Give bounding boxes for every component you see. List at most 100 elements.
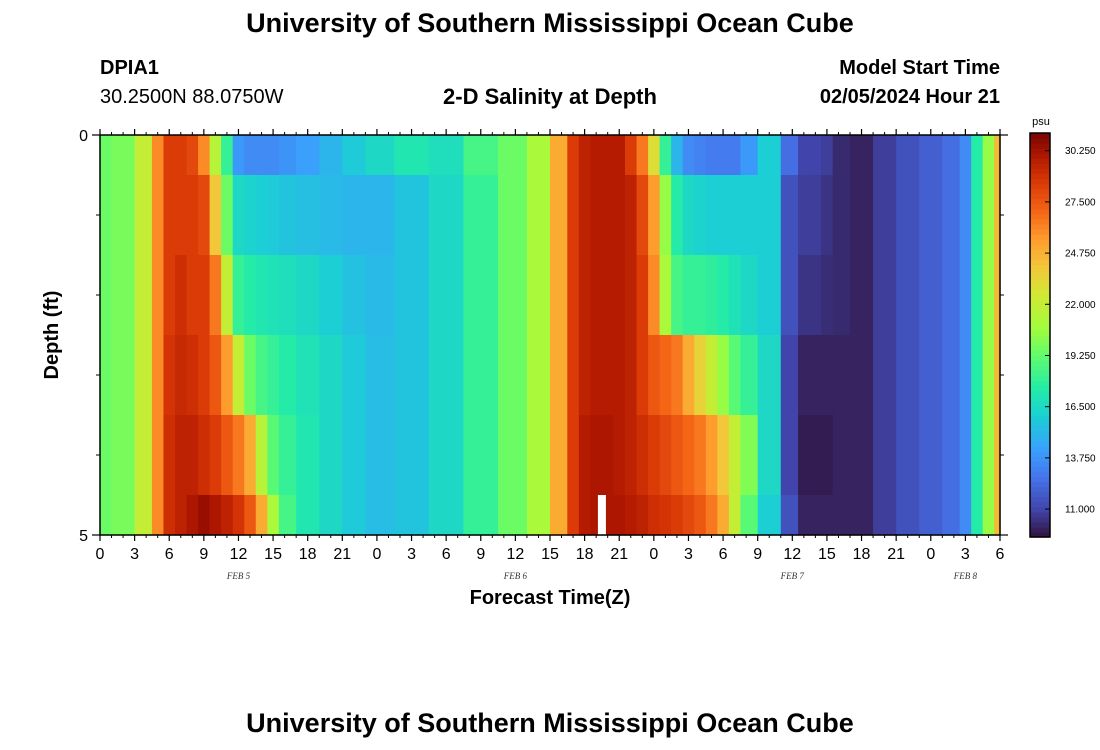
x-tick-label: 21 bbox=[333, 546, 351, 563]
colorbar-segment bbox=[1030, 178, 1050, 185]
heatmap-cell bbox=[151, 255, 165, 336]
heatmap-cell bbox=[821, 335, 834, 416]
heatmap-cell bbox=[971, 335, 984, 416]
heatmap-cell bbox=[567, 335, 580, 416]
heatmap-cell bbox=[151, 335, 165, 416]
data-gap-marker bbox=[597, 495, 606, 535]
heatmap-cell bbox=[694, 255, 707, 336]
colorbar-segment bbox=[1030, 410, 1050, 417]
heatmap-cell bbox=[111, 335, 136, 416]
x-tick-label: 12 bbox=[230, 546, 248, 563]
heatmap-cell bbox=[267, 255, 280, 336]
colorbar-segment bbox=[1030, 360, 1050, 366]
heatmap-cell bbox=[601, 175, 615, 256]
heatmap-cell bbox=[780, 415, 799, 496]
heatmap-cell bbox=[625, 135, 638, 176]
heatmap-cell bbox=[151, 175, 165, 256]
heatmap-cell bbox=[100, 335, 113, 416]
heatmap-cell bbox=[526, 335, 551, 416]
heatmap-cell bbox=[959, 335, 972, 416]
heatmap-cell bbox=[221, 135, 234, 176]
heatmap-cell bbox=[671, 175, 684, 256]
heatmap-cell bbox=[636, 175, 649, 256]
heatmap-cell bbox=[821, 495, 834, 536]
heatmap-cell bbox=[550, 415, 568, 496]
colorbar-segment bbox=[1030, 274, 1050, 281]
colorbar-segment bbox=[1030, 158, 1050, 164]
heatmap-cell bbox=[740, 495, 759, 536]
heatmap-cell bbox=[342, 175, 366, 256]
heatmap-cell bbox=[175, 135, 188, 176]
heatmap-cell bbox=[198, 495, 211, 536]
heatmap-cell bbox=[694, 415, 707, 496]
heatmap-cell bbox=[659, 175, 672, 256]
heatmap-cell bbox=[255, 255, 268, 336]
x-tick-label: 21 bbox=[610, 546, 628, 563]
heatmap-cell bbox=[221, 335, 234, 416]
heatmap-cell bbox=[832, 335, 851, 416]
x-tick-label: 18 bbox=[853, 546, 871, 563]
heatmap-cell bbox=[942, 135, 961, 176]
heatmap-cell bbox=[244, 135, 257, 176]
colorbar-segment bbox=[1030, 521, 1050, 528]
heatmap-cell bbox=[578, 175, 591, 256]
x-tick-label: 12 bbox=[783, 546, 801, 563]
heatmap-cell bbox=[780, 335, 799, 416]
heatmap-cell bbox=[780, 255, 799, 336]
heatmap-cell bbox=[798, 135, 811, 176]
heatmap-cell bbox=[255, 415, 268, 496]
colorbar-segment bbox=[1030, 254, 1050, 260]
colorbar-segment bbox=[1030, 279, 1050, 286]
heatmap-cell bbox=[705, 495, 718, 536]
heatmap-cell bbox=[567, 135, 580, 176]
heatmap-cell bbox=[221, 175, 234, 256]
colorbar-segment bbox=[1030, 213, 1050, 220]
heatmap-cell bbox=[163, 335, 176, 416]
heatmap-cell bbox=[850, 135, 874, 176]
date-label: FEB 7 bbox=[780, 571, 805, 581]
heatmap-cell bbox=[982, 495, 995, 536]
heatmap-cell bbox=[959, 495, 972, 536]
y-tick-label: 5 bbox=[79, 528, 88, 545]
heatmap-cell bbox=[232, 335, 245, 416]
heatmap-cell bbox=[919, 135, 943, 176]
heatmap-cell bbox=[832, 255, 851, 336]
heatmap-cell bbox=[186, 255, 199, 336]
heatmap-cell bbox=[186, 335, 199, 416]
heatmap-cell bbox=[942, 495, 961, 536]
x-tick-label: 12 bbox=[506, 546, 524, 563]
heatmap-cell bbox=[896, 335, 920, 416]
heatmap-cell bbox=[728, 335, 741, 416]
heatmap-cell bbox=[428, 135, 465, 176]
x-tick-label: 0 bbox=[96, 546, 105, 563]
colorbar-segment bbox=[1030, 531, 1050, 538]
heatmap-cell bbox=[463, 175, 499, 256]
heatmap-cell bbox=[682, 495, 695, 536]
heatmap-cell bbox=[625, 415, 638, 496]
heatmap-cell bbox=[780, 135, 799, 176]
colorbar-segment bbox=[1030, 294, 1050, 301]
heatmap-cell bbox=[982, 255, 995, 336]
colorbar-segment bbox=[1030, 476, 1050, 483]
x-tick-label: 3 bbox=[684, 546, 693, 563]
colorbar-segment bbox=[1030, 309, 1050, 316]
heatmap-cell bbox=[780, 495, 799, 536]
heatmap-cell bbox=[186, 135, 199, 176]
heatmap-cell bbox=[971, 135, 984, 176]
heatmap-cell bbox=[850, 495, 874, 536]
heatmap-cell bbox=[394, 135, 430, 176]
heatmap-cell bbox=[694, 335, 707, 416]
colorbar-segment bbox=[1030, 198, 1050, 205]
heatmap-cell bbox=[705, 255, 718, 336]
colorbar-segment bbox=[1030, 289, 1050, 296]
heatmap-cell bbox=[682, 175, 695, 256]
heatmap-cell bbox=[705, 175, 718, 256]
heatmap-cell bbox=[959, 255, 972, 336]
heatmap-cell bbox=[498, 255, 528, 336]
heatmap-cell bbox=[636, 495, 649, 536]
heatmap-cell bbox=[526, 495, 551, 536]
x-tick-label: 9 bbox=[199, 546, 208, 563]
colorbar-segment bbox=[1030, 451, 1050, 457]
heatmap-cell bbox=[809, 415, 822, 496]
heatmap-cell bbox=[613, 175, 626, 256]
